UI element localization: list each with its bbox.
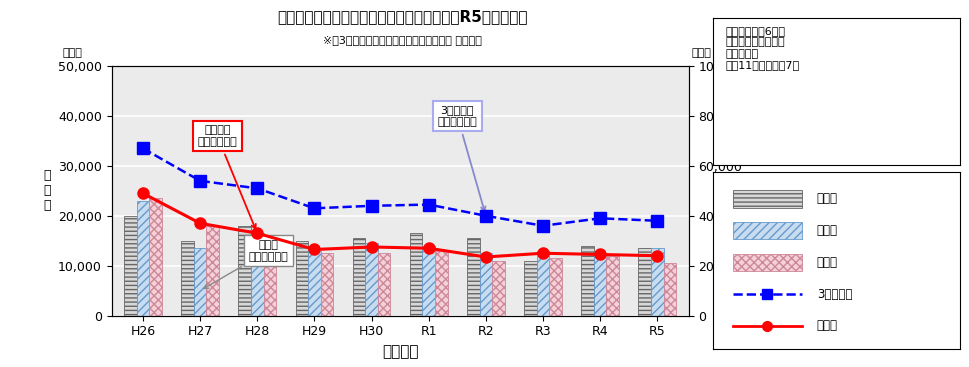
- Text: 中央町・府内町間を往来する歩行者通行量（R5年度調査）: 中央町・府内町間を往来する歩行者通行量（R5年度調査）: [277, 9, 527, 24]
- Text: 土日計: 土日計: [816, 319, 837, 332]
- Bar: [124, 216, 137, 316]
- Bar: [206, 226, 219, 316]
- Text: 大分市中心逇6地点
にて定点調査を実施
調査時間は
午前11時から午後7時: 大分市中心逇6地点 にて定点調査を実施 調査時間は 午前11時から午後7時: [725, 26, 798, 70]
- Bar: [466, 238, 479, 316]
- 3day: [422, 202, 434, 207]
- Bar: [321, 253, 333, 316]
- satsum: [137, 191, 148, 196]
- Bar: [422, 246, 434, 316]
- Bar: [732, 254, 801, 271]
- Bar: [365, 243, 378, 316]
- Bar: [308, 251, 321, 316]
- satsum: [594, 252, 606, 257]
- satsum: [251, 231, 263, 236]
- satsum: [480, 255, 491, 259]
- Bar: [434, 251, 447, 316]
- Bar: [251, 233, 264, 316]
- 3day: [594, 216, 606, 221]
- satsum: [308, 247, 320, 252]
- Bar: [378, 253, 390, 316]
- Text: 3日間合計: 3日間合計: [816, 287, 852, 301]
- Bar: [479, 253, 491, 316]
- Bar: [491, 261, 504, 316]
- Text: 3日間合計
（右目盛り）: 3日間合計 （右目盛り）: [437, 105, 484, 211]
- Text: 土日合計
（右目盛り）: 土日合計 （右目盛り）: [197, 125, 256, 229]
- Bar: [194, 248, 206, 316]
- X-axis label: 調査年度: 調査年度: [382, 344, 418, 359]
- satsum: [365, 245, 377, 249]
- Text: 曜日別
（左目盛り）: 曜日別 （左目盛り）: [203, 240, 288, 288]
- Bar: [410, 233, 422, 316]
- Bar: [580, 246, 593, 316]
- Bar: [353, 238, 365, 316]
- Bar: [606, 256, 618, 316]
- Text: ※第3期大分市中心市街地活性化基本計町 目標指標: ※第3期大分市中心市街地活性化基本計町 目標指標: [323, 35, 482, 45]
- 3day: [365, 204, 377, 208]
- 3day: [651, 219, 663, 223]
- 3day: [308, 206, 320, 211]
- 3day: [137, 146, 148, 150]
- Bar: [149, 198, 162, 316]
- Text: （人）: （人）: [62, 48, 82, 58]
- Bar: [548, 258, 561, 316]
- Bar: [181, 241, 194, 316]
- Bar: [264, 238, 276, 316]
- Bar: [593, 256, 606, 316]
- Bar: [663, 263, 675, 316]
- 3day: [537, 224, 548, 228]
- satsum: [194, 221, 205, 225]
- Bar: [536, 251, 548, 316]
- Text: 金曜日: 金曜日: [816, 192, 837, 206]
- Bar: [523, 261, 536, 316]
- Bar: [638, 248, 650, 316]
- Line: 3day: 3day: [137, 142, 663, 232]
- Line: satsum: satsum: [138, 188, 662, 262]
- 3day: [251, 186, 263, 190]
- Text: 日曜日: 日曜日: [816, 256, 837, 269]
- satsum: [537, 251, 548, 255]
- Bar: [732, 222, 801, 239]
- Bar: [296, 241, 308, 316]
- Text: 土曜日: 土曜日: [816, 224, 837, 237]
- satsum: [422, 246, 434, 250]
- 3day: [480, 214, 491, 218]
- Text: （人）: （人）: [691, 48, 710, 58]
- Bar: [238, 226, 251, 316]
- Bar: [732, 190, 801, 208]
- Y-axis label: 通
行
量: 通 行 量: [43, 169, 50, 212]
- 3day: [194, 179, 205, 183]
- Bar: [650, 248, 663, 316]
- satsum: [651, 254, 663, 258]
- Bar: [137, 201, 149, 316]
